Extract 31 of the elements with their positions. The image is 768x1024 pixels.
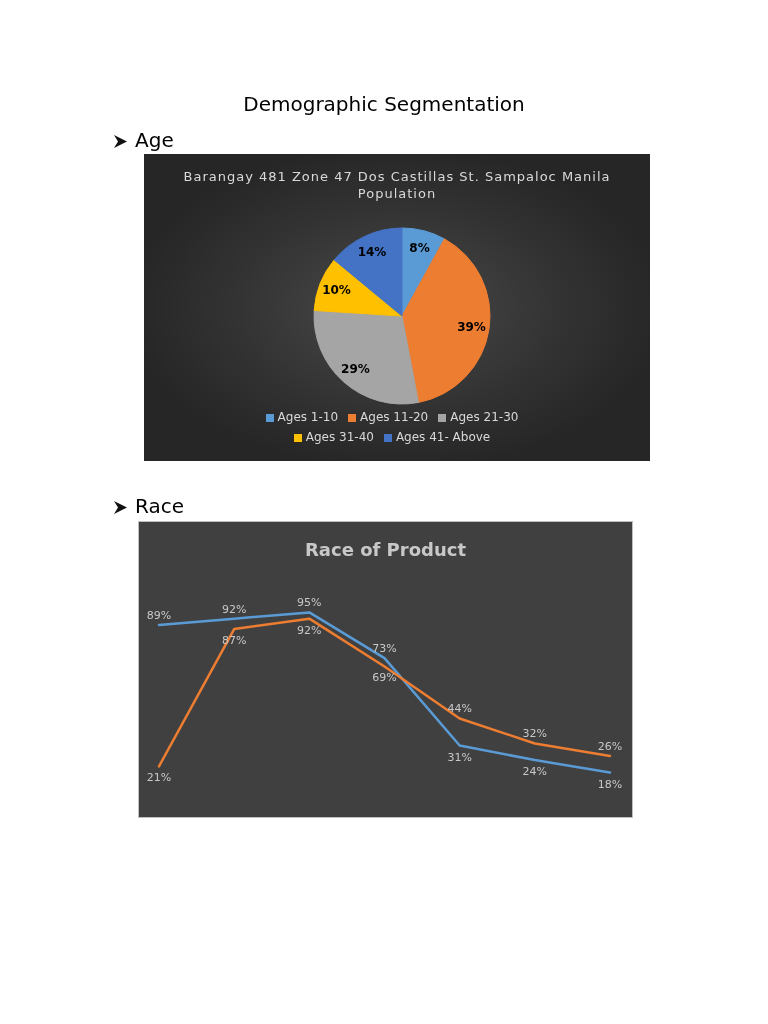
data-label: 39% [457,320,486,335]
data-label: 89% [146,608,172,622]
data-label: 24% [522,765,548,779]
chart-title: Race of Product [304,538,467,562]
legend-label: Ages 1-10 [277,410,339,424]
data-label: 69% [372,671,397,685]
data-label: 10% [322,283,351,298]
data-label: 21% [146,771,172,785]
pie-slice [313,309,419,405]
data-label: 26% [597,739,623,753]
data-label: 32% [522,727,548,741]
text: Age [135,127,174,153]
data-label: 95% [297,596,322,610]
data-label: 8% [409,240,430,255]
legend-label: Ages 21-30 [450,410,519,424]
legend-label: Ages 41- Above [395,430,491,444]
legend-label: Ages 31-40 [305,430,374,444]
data-label: 31% [447,750,472,764]
data-label: 14% [357,245,387,260]
text: Demographic Segmentation [242,91,526,117]
data-label: 92% [221,602,247,616]
pie-slice [313,259,403,317]
legend-label: Ages 11-20 [360,410,429,424]
data-label: 44% [447,702,472,716]
data-label: 73% [372,642,397,656]
data-label: 92% [297,623,322,637]
chart-title: Barangay 481 Zone 47 Dos Castillas St. Sampaloc Manila Population [182,168,612,202]
data-label: 29% [341,361,370,376]
text: Race [135,493,185,519]
data-label: 18% [597,777,623,791]
pie-slice [401,238,491,403]
